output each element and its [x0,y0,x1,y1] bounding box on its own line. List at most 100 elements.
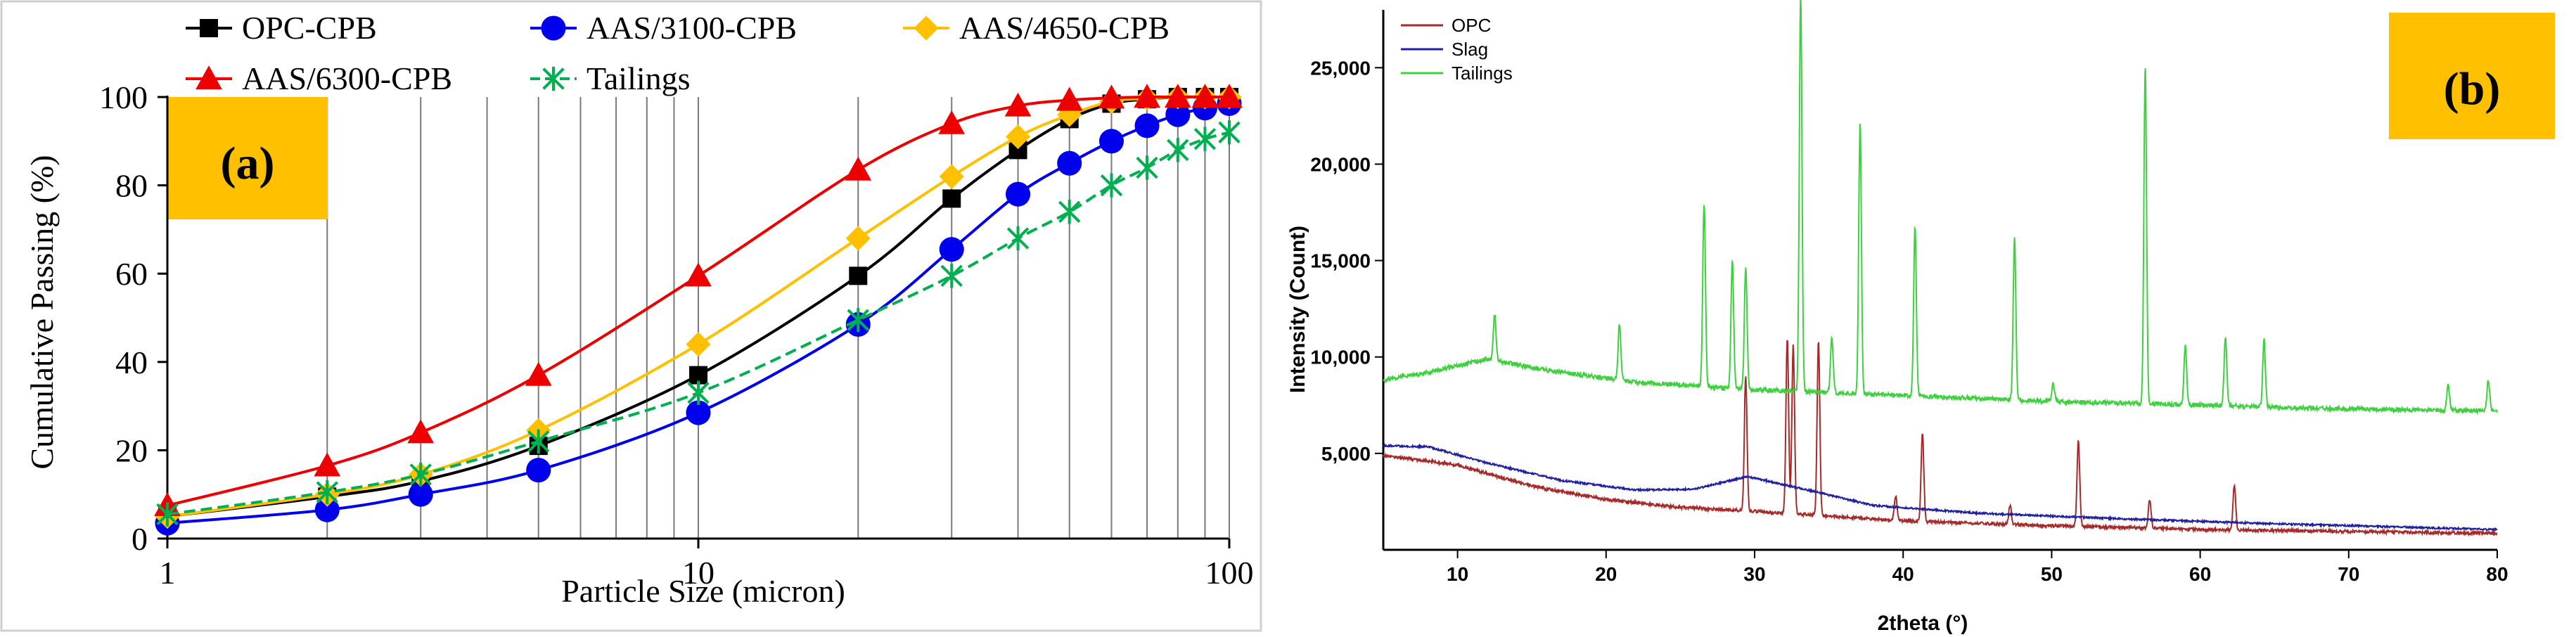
panel-a-y-tick-label: 40 [115,345,148,380]
legend-entry-aas-3100-cpb: AAS/3100-CPB [530,10,797,46]
panel-a-x-tick-label: 100 [1205,555,1254,591]
legend-entry-tailings: Tailings [1401,63,1513,84]
legend-label-slag: Slag [1452,39,1488,60]
data-point-tailings [1006,226,1030,251]
panel-b-x-tick-label: 70 [2338,563,2359,585]
data-point-tailings [1167,138,1189,162]
data-point-aas-3100-cpb [1165,102,1191,127]
data-point-aas-6300-cpb [845,156,872,181]
data-point-aas-3100-cpb [686,400,711,425]
data-point-aas-3100-cpb [939,237,964,262]
legend-marker-opc-cpb [200,19,218,37]
panel-b-x-tick-label: 10 [1447,563,1468,585]
data-point-tailings [1136,155,1158,180]
data-point-aas-3100-cpb [526,458,551,483]
data-point-aas-6300-cpb [685,262,712,287]
panel-b-x-axis-label: 2theta (°) [1878,612,1968,635]
panel-a-chart: (a) 1 10 100 0 20 40 60 80 100 OPC-CPB AAS/3100-C… [0,0,1262,632]
panel-a-y-tick-label: 0 [132,521,148,557]
legend-label-aas-6300-cpb: AAS/6300-CPB [242,60,452,96]
data-point-aas-3100-cpb [1006,181,1031,207]
legend-marker-tailings [542,66,565,91]
panel-b-axes [1375,10,2498,558]
panel-a-y-tick-label: 100 [99,79,148,115]
data-point-aas-4650-cpb [845,226,871,251]
data-point-aas-4650-cpb [939,164,964,189]
data-point-aas-6300-cpb [1216,84,1243,108]
panel-a-y-tick-label: 80 [115,168,148,204]
data-point-tailings [527,429,550,453]
panel-a-axes [158,96,1231,548]
data-point-aas-6300-cpb [938,110,966,134]
panel-b-x-tick-label: 50 [2041,563,2063,585]
panel-b-label-box [2389,13,2555,139]
panel-a-series [154,84,1243,536]
data-point-aas-4650-cpb [1006,124,1031,150]
panel-a-tick-labels: 1 10 100 0 20 40 60 80 100 [99,79,1254,591]
legend-entry-tailings: Tailings [530,60,691,96]
panel-a-x-axis-label: Particle Size (micron) [561,573,845,609]
legend-label-opc-cpb: OPC-CPB [242,10,377,46]
data-point-aas-6300-cpb [314,452,341,477]
data-point-tailings [156,502,179,527]
data-point-tailings [1218,120,1241,145]
panel-b-x-tick-label: 30 [1743,563,1765,585]
series-line-slag [1383,442,2498,532]
panel-b-label: (b) [2444,63,2501,115]
series-line-opc [1383,340,2498,537]
panel-b-x-tick-label: 20 [1595,563,1617,585]
data-point-aas-6300-cpb [1191,84,1219,108]
panel-a-y-tick-label: 20 [115,432,148,468]
panel-b-y-tick-label: 20,000 [1310,153,1371,175]
data-point-tailings [940,264,963,288]
panel-b-series [1383,0,2498,537]
data-point-aas-3100-cpb [408,482,433,507]
panel-b-x-tick-label: 60 [2189,563,2211,585]
panel-a-x-tick-label: 1 [160,555,176,591]
panel-a-x-tick-label: 10 [682,555,715,591]
data-point-opc-cpb [942,189,961,208]
legend-label-aas-3100-cpb: AAS/3100-CPB [587,10,797,46]
data-point-opc-cpb [849,266,868,285]
data-point-aas-3100-cpb [314,497,340,522]
data-point-aas-6300-cpb [525,361,552,386]
series-tailings [1383,0,2498,416]
data-point-tailings [316,480,338,505]
legend-marker-aas-3100-cpb [541,15,566,41]
data-point-aas-3100-cpb [1057,150,1082,176]
panel-b-x-tick-label: 40 [1892,563,1914,585]
panel-b-x-tick-label: 80 [2486,563,2508,585]
panel-a-legend: OPC-CPB AAS/3100-CPB AAS/4650-CPB AAS/6300-… [186,10,1170,96]
panel-b-legend: OPC Slag Tailings [1401,15,1513,84]
legend-marker-aas-6300-cpb [196,65,222,90]
legend-entry-opc-cpb: OPC-CPB [186,10,377,46]
series-line-tailings [1383,0,2498,416]
series-opc [1383,340,2498,537]
data-point-aas-6300-cpb [1134,84,1160,108]
panel-b-y-tick-label: 25,000 [1310,57,1371,79]
data-point-aas-6300-cpb [1004,92,1032,117]
data-point-aas-3100-cpb [1098,129,1124,154]
data-point-tailings [1058,200,1081,224]
panel-a-label: (a) [221,138,275,189]
data-point-tailings [687,380,710,405]
legend-entry-aas-6300-cpb: AAS/6300-CPB [186,60,452,96]
panel-b-y-tick-label: 15,000 [1310,250,1371,272]
data-point-tailings [847,307,869,333]
panel-b-tick-labels: 10 20 30 40 50 60 70 80 5,000 10,000 15,000 20,000 2… [1310,57,2508,585]
panel-a-y-axis-label: Cumulative Passing (%) [24,155,60,469]
series-slag [1383,442,2498,532]
data-point-tailings [1100,173,1123,198]
legend-entry-aas-4650-cpb: AAS/4650-CPB [903,10,1170,46]
data-point-tailings [1193,127,1217,151]
legend-label-opc: OPC [1452,15,1491,36]
series-tailings [156,120,1241,527]
legend-marker-aas-4650-cpb [914,15,939,41]
panel-a-y-tick-label: 60 [115,256,148,292]
data-point-aas-4650-cpb [686,332,711,357]
data-point-aas-3100-cpb [1134,113,1160,139]
data-point-aas-6300-cpb [1164,84,1191,108]
panel-a-label-box [167,97,328,219]
panel-b-chart: 10 20 30 40 50 60 70 80 5,000 10,000 15,000 20,000 2… [1286,0,2555,635]
